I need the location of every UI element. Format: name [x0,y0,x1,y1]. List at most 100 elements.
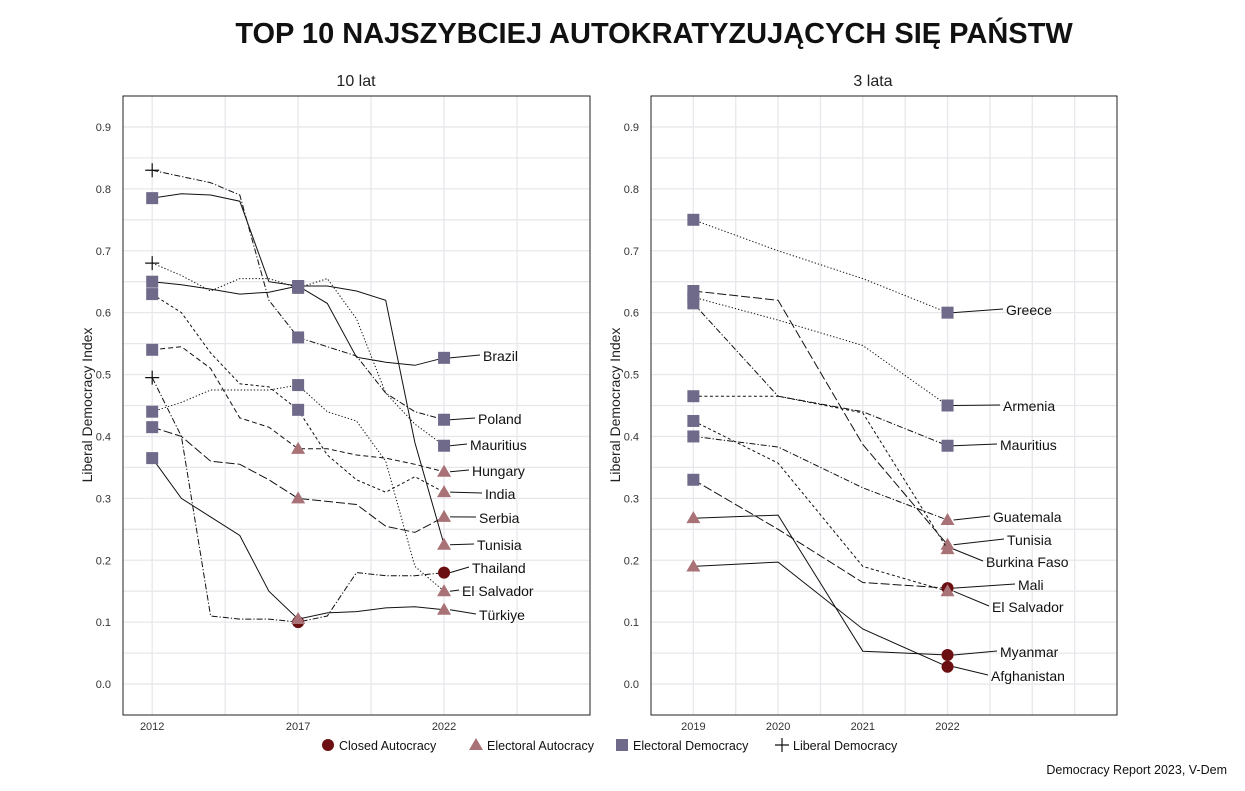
data-point-plus [145,163,160,178]
data-point-square [438,439,451,452]
series-label: El Salvador [992,599,1064,615]
data-point-square [146,275,159,288]
series-hungary: Hungary [146,343,525,479]
panel-title-3y: 3 lata [853,73,892,90]
legend-label: Electoral Autocracy [487,739,595,753]
data-point-triangle [437,485,452,498]
data-point-triangle [686,559,701,572]
plot-frame [122,95,591,716]
y-tick-label: 0.4 [96,431,111,443]
y-axis-label-right: Liberal Democracy Index [607,328,623,483]
series-line [152,169,445,421]
legend-marker-circle [322,739,334,751]
series-label: India [485,486,516,502]
x-tick-label: 2017 [286,721,310,733]
data-point-plus [145,370,160,385]
series-label: Tunisia [477,537,522,553]
data-point-triangle [437,509,452,522]
series-line [693,219,948,314]
series-line [693,479,948,589]
legend-marker-square [616,739,628,751]
series-line [152,346,445,473]
legend-label: Closed Autocracy [339,739,437,753]
series-line [693,420,948,592]
legend-marker-plus [775,738,789,752]
data-point-triangle [291,612,306,625]
y-tick-label: 0.5 [96,370,111,382]
legend-item-electoral-democracy: Electoral Democracy [616,739,749,753]
y-tick-label: 0.5 [624,370,639,382]
y-tick-label: 0.6 [96,308,111,320]
series-myanmar: Myanmar [686,511,1059,661]
series-el-salvador: El Salvador [687,414,1064,615]
label-leader-line [953,583,1016,589]
data-point-square [146,343,159,356]
series-line [151,377,445,623]
data-point-square [292,379,305,392]
series-label: Myanmar [1000,644,1059,660]
series-india: India [146,288,516,502]
x-tick-label: 2022 [935,721,959,733]
data-point-circle [941,648,954,661]
y-tick-label: 0.2 [624,555,639,567]
series-line [693,303,948,447]
series-line [693,395,948,550]
data-point-square [687,284,700,297]
panel-3y: 0.0 0.1 0.2 0.3 0.4 0.5 0.6 0.7 0.8 0.9 2019 2020 20… [624,95,1118,733]
label-leader-line [449,609,477,615]
y-tick-label: 0.9 [96,122,111,134]
data-point-square [687,414,700,427]
panel-10y: 0.0 0.1 0.2 0.3 0.4 0.5 0.6 0.7 0.8 0.9 2012 2017 20… [96,95,591,733]
series-line [152,426,445,533]
series-burkina-faso: Burkina Faso [687,390,1069,570]
series-label: Mali [1018,577,1044,593]
label-leader-line [953,515,991,521]
label-leader-line [953,650,998,656]
series-label: Türkiye [479,607,525,623]
data-point-square [687,473,700,486]
x-tick-label: 2022 [432,721,456,733]
data-point-triangle [291,441,306,454]
y-tick-label: 0.8 [96,184,111,196]
series-guatemala: Guatemala [687,430,1062,526]
label-leader-line [450,543,475,546]
series-el-salvador: El Salvador [146,379,534,599]
data-point-square [292,331,305,344]
label-leader-line [953,590,990,607]
series-label: Thailand [472,560,526,576]
data-point-square [146,288,159,301]
label-leader-line [953,548,984,562]
series-mauritius: Mauritius [145,256,527,453]
data-point-triangle [437,602,452,615]
label-leader-line [953,443,998,447]
data-point-triangle [437,584,452,597]
series-poland: Poland [145,163,522,427]
data-point-triangle [291,491,306,504]
series-greece: Greece [687,213,1052,319]
series-line [693,296,948,406]
legend-marker-triangle [469,738,483,750]
x-tick-label: 2020 [766,721,790,733]
series-label: Poland [478,411,522,427]
series-afghanistan: Afghanistan [686,559,1065,684]
y-tick-label: 0.0 [96,679,111,691]
series-label: Brazil [483,348,518,364]
y-tick-label: 0.4 [624,431,639,443]
data-point-square [146,192,159,205]
data-point-square [941,399,954,412]
y-tick-label: 0.2 [96,555,111,567]
label-leader-line [450,469,470,473]
y-axis-label-left: Liberal Democracy Index [79,328,95,483]
data-point-square [687,430,700,443]
legend: Closed Autocracy Electoral Autocracy Elect… [322,738,898,753]
series-mali: Mali [687,473,1044,595]
legend-item-closed-autocracy: Closed Autocracy [322,739,437,753]
y-tick-label: 0.1 [624,617,639,629]
data-point-triangle [686,511,701,524]
series-label: Hungary [472,463,525,479]
y-tick-label: 0.7 [624,246,639,258]
label-leader-line [449,589,460,592]
legend-item-liberal-democracy: Liberal Democracy [775,738,898,753]
series-label: Afghanistan [991,668,1065,684]
series-label: Armenia [1003,398,1055,414]
